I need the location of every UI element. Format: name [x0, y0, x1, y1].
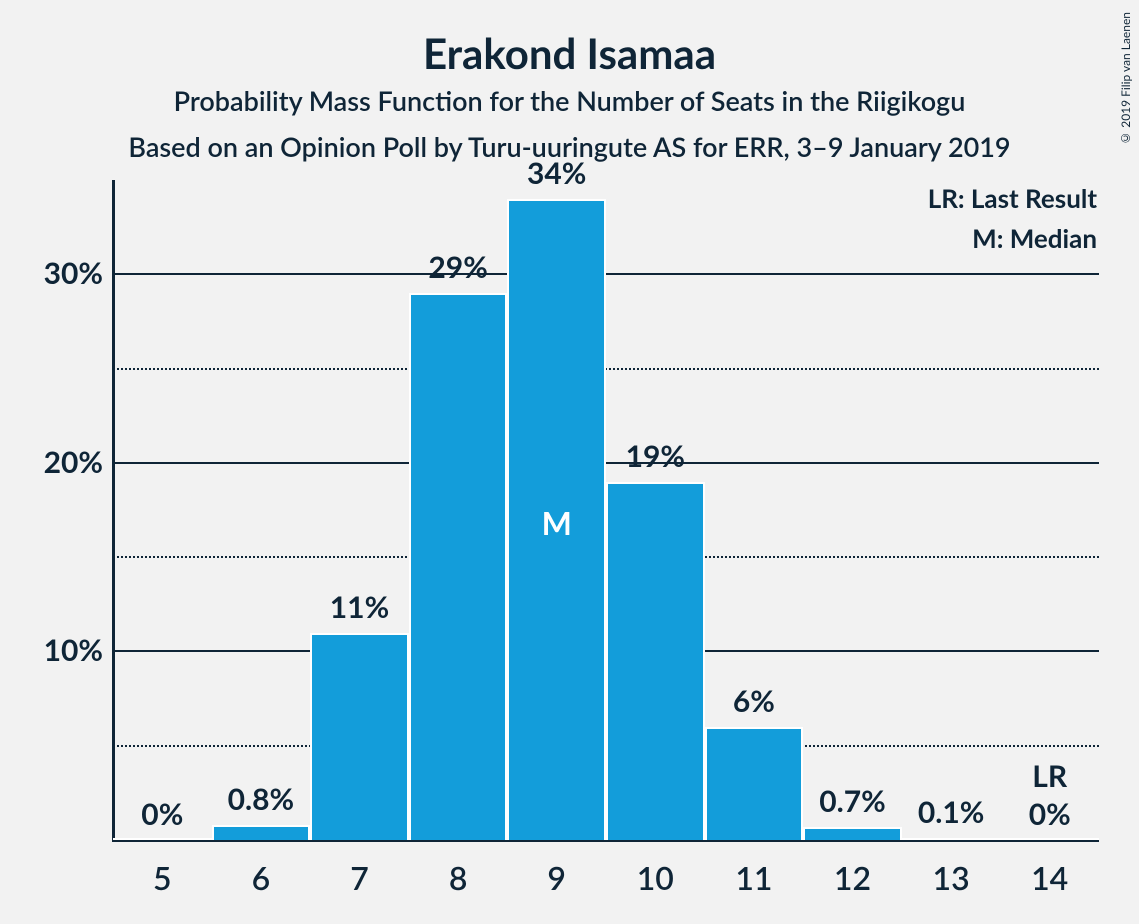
x-tick-label: 7: [310, 858, 409, 897]
bar: [705, 727, 804, 840]
chart-title: Erakond Isamaa: [0, 28, 1139, 78]
x-tick-label: 13: [902, 858, 1001, 897]
plot-area: 10%20%30%0%50.8%611%729%834%9M19%106%110…: [113, 180, 1099, 840]
bar: [113, 838, 212, 840]
bar-value-label: 0.1%: [902, 794, 1001, 830]
bar-value-label: 0.8%: [212, 781, 311, 817]
x-tick-label: 9: [507, 858, 606, 897]
last-result-mark: LR: [1000, 758, 1099, 794]
bar: [310, 633, 409, 840]
bar: [212, 825, 311, 840]
y-axis: [112, 180, 115, 840]
x-tick-label: 10: [606, 858, 705, 897]
x-tick-label: 14: [1000, 858, 1099, 897]
bar-value-label: 11%: [310, 589, 409, 625]
gridline: [113, 273, 1099, 275]
copyright-text: © 2019 Filip van Laenen: [1118, 12, 1133, 146]
bar: [902, 838, 1001, 840]
bar: [606, 482, 705, 840]
x-tick-label: 5: [113, 858, 212, 897]
median-mark: M: [507, 503, 606, 542]
x-tick-label: 11: [705, 858, 804, 897]
chart-subtitle-1: Probability Mass Function for the Number…: [0, 84, 1139, 117]
chart-canvas: Erakond Isamaa Probability Mass Function…: [0, 0, 1139, 924]
bar: [803, 827, 902, 840]
x-tick-label: 8: [409, 858, 508, 897]
bar-value-label: 0%: [1000, 796, 1099, 832]
y-tick-label: 30%: [13, 255, 103, 291]
x-tick-label: 6: [212, 858, 311, 897]
bar: [1000, 838, 1099, 840]
y-tick-label: 10%: [13, 632, 103, 668]
bar-value-label: 34%: [507, 155, 606, 191]
y-tick-label: 20%: [13, 444, 103, 480]
bar-value-label: 6%: [705, 683, 804, 719]
gridline: [113, 368, 1099, 370]
bar-value-label: 0%: [113, 796, 212, 832]
bar-value-label: 29%: [409, 249, 508, 285]
bar: [409, 293, 508, 840]
bar-value-label: 19%: [606, 438, 705, 474]
x-tick-label: 12: [803, 858, 902, 897]
bar-value-label: 0.7%: [803, 783, 902, 819]
